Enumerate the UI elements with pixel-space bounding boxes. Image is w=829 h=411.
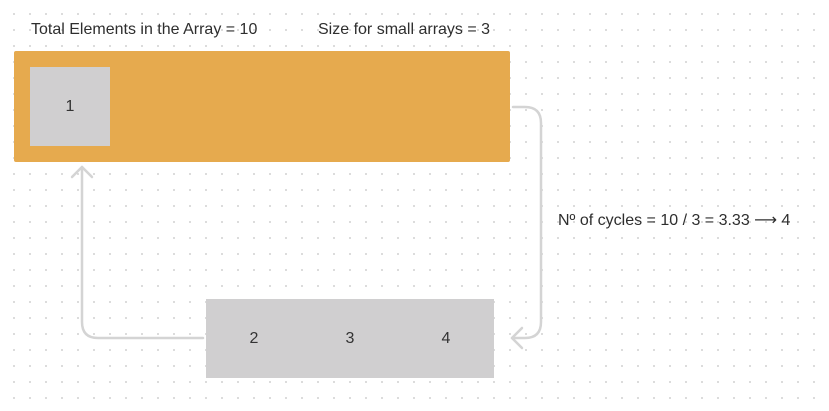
small-array-cell: 4	[441, 329, 451, 347]
small-array-cell: 3	[345, 329, 355, 347]
total-elements-label: Total Elements in the Array = 10	[31, 21, 258, 38]
small-array-size-label: Size for small arrays = 3	[318, 21, 491, 38]
arrow-up-left-connector-icon	[70, 165, 205, 340]
arrow-down-right-connector-icon	[510, 105, 543, 350]
main-array-cell: 1	[30, 67, 110, 146]
small-array-cell: 2	[249, 329, 259, 347]
cycles-note: Nº of cycles = 10 / 3 = 3.33 ⟶ 4	[558, 212, 791, 229]
small-array-block: 2 3 4	[206, 299, 494, 378]
